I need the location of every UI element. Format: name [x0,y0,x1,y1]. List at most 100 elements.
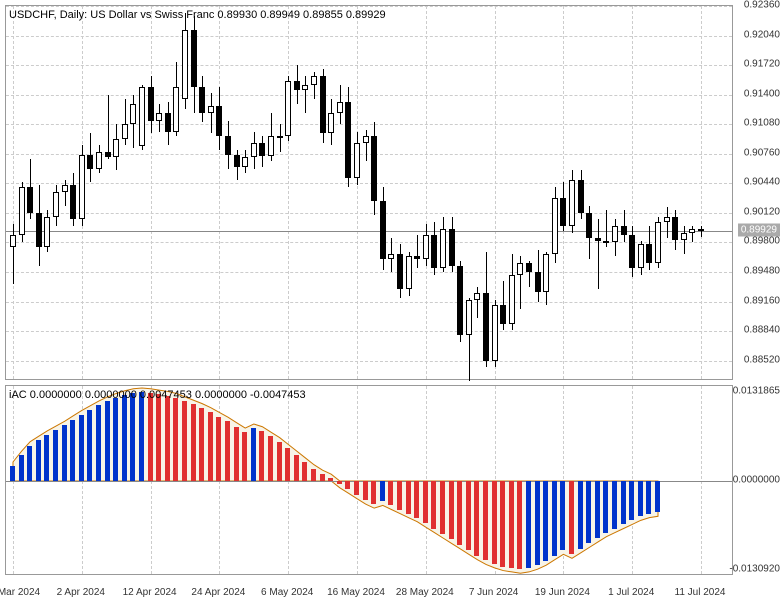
price-chart-title: USDCHF, Daily: US Dollar vs Swiss Franc … [9,9,386,21]
indicator-bar [492,481,497,564]
grid-line-h [6,302,732,303]
indicator-bar [535,481,540,565]
indicator-chart-title: iAC 0.0000000 0.0000000 0.0047453 0.0000… [9,389,306,401]
grid-line-v [151,6,152,379]
indicator-bar [242,432,247,481]
grid-line-v [357,6,358,379]
grid-line-v [13,6,14,379]
indicator-bar [27,446,32,481]
indicator-bar [380,481,385,501]
price-y-tick: 0.91720 [744,59,780,70]
indicator-bar [216,417,221,481]
grid-line-v [426,6,427,379]
indicator-bar [70,420,75,481]
grid-line-h [6,272,732,273]
indicator-bar [586,481,591,543]
price-y-tick: 0.89800 [744,236,780,247]
indicator-bar [302,462,307,481]
indicator-bar [569,481,574,554]
indicator-y-tick: -0.0130920 [729,563,780,574]
indicator-bar [130,393,135,481]
indicator-bar [629,481,634,520]
indicator-bar [62,425,67,481]
indicator-bar [363,481,368,500]
grid-line-v [288,6,289,379]
indicator-bar [578,481,583,549]
indicator-bar [397,481,402,510]
indicator-bar [388,481,393,505]
x-axis-tick: 24 Apr 2024 [191,587,245,598]
indicator-bar [560,481,565,550]
indicator-bar [354,481,359,495]
indicator-bar [638,481,643,516]
indicator-bar [87,410,92,481]
indicator-y-tick: 0.0131865 [733,385,780,396]
price-y-tick: 0.92040 [744,29,780,40]
indicator-bar [500,481,505,567]
grid-line-h [6,65,732,66]
indicator-bar [552,481,557,556]
indicator-bar [655,481,660,512]
indicator-bar [113,398,118,481]
indicator-y-tick: 0.0000000 [733,475,780,486]
indicator-bar [440,481,445,534]
price-y-tick: 0.90120 [744,206,780,217]
price-y-tick: 0.90440 [744,177,780,188]
indicator-bar [371,481,376,504]
grid-line-v [632,6,633,379]
indicator-bar [320,474,325,481]
x-axis-tick: 16 May 2024 [327,587,385,598]
current-price-tag: 0.89929 [738,223,780,236]
price-y-tick: 0.90760 [744,147,780,158]
price-y-tick: 0.88840 [744,325,780,336]
grid-line-h [6,331,732,332]
indicator-bar [285,448,290,481]
indicator-bar [44,435,49,481]
indicator-bar [165,396,170,482]
indicator-bar [225,421,230,481]
indicator-bar [148,393,153,481]
grid-line-h [6,361,732,362]
x-axis-tick: 12 Apr 2024 [123,587,177,598]
indicator-bar [595,481,600,538]
x-axis-tick: 2 Apr 2024 [57,587,105,598]
x-axis-tick: 6 May 2024 [261,587,313,598]
price-y-tick: 0.89160 [744,295,780,306]
indicator-bar [105,401,110,481]
x-axis-tick: 28 May 2024 [396,587,454,598]
indicator-bar [156,394,161,481]
indicator-bar [122,395,127,481]
indicator-bar [474,481,479,556]
grid-line-h [6,242,732,243]
indicator-bar [36,440,41,481]
x-axis-tick: 1 Jul 2024 [608,587,654,598]
indicator-bar [277,442,282,481]
indicator-bar [234,427,239,481]
x-axis-tick: 21 Mar 2024 [0,587,40,598]
grid-line-h [6,124,732,125]
indicator-bar [311,469,316,481]
indicator-chart[interactable]: iAC 0.0000000 0.0000000 0.0047453 0.0000… [5,385,733,575]
indicator-bar [466,481,471,550]
indicator-bar [328,478,333,481]
price-chart[interactable]: USDCHF, Daily: US Dollar vs Swiss Franc … [5,5,733,380]
indicator-bar [259,431,264,481]
indicator-bar [268,436,273,481]
grid-line-v [701,386,702,574]
indicator-bar [182,401,187,481]
indicator-bar [431,481,436,529]
indicator-bar [294,455,299,481]
price-y-tick: 0.89480 [744,266,780,277]
indicator-bar [53,430,58,481]
indicator-bar [603,481,608,533]
indicator-bar [517,481,522,569]
indicator-bar [208,412,213,481]
x-axis-tick: 7 Jun 2024 [469,587,519,598]
indicator-bar [251,428,256,481]
grid-line-h [6,183,732,184]
indicator-bar [173,398,178,481]
indicator-bar [449,481,454,539]
grid-line-h [6,6,732,7]
indicator-bar [19,455,24,481]
price-y-tick: 0.91400 [744,88,780,99]
